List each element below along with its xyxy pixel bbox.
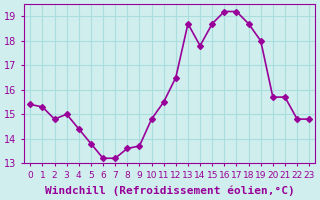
X-axis label: Windchill (Refroidissement éolien,°C): Windchill (Refroidissement éolien,°C) bbox=[45, 185, 295, 196]
